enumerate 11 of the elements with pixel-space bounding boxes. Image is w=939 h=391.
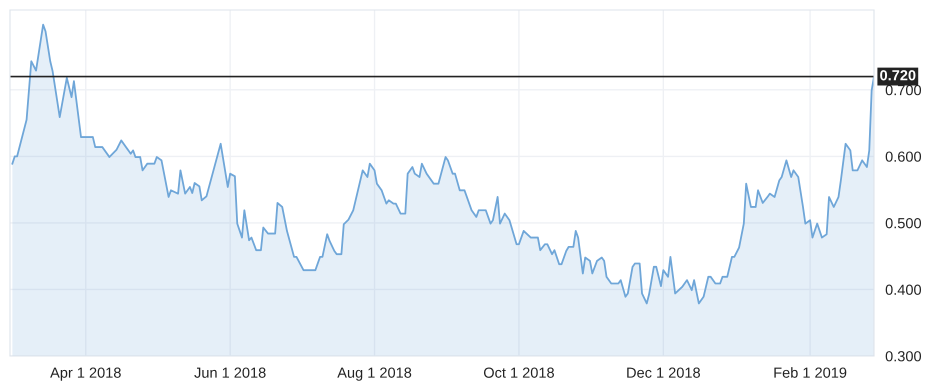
x-tick-label: Jun 1 2018 <box>194 367 266 378</box>
y-tick-label: 0.500 <box>886 218 922 228</box>
ref-line-label: 0.720 <box>880 70 916 80</box>
x-tick-label: Feb 1 2019 <box>774 367 846 378</box>
x-tick-label: Oct 1 2018 <box>484 367 554 378</box>
y-tick-label: 0.600 <box>886 151 922 162</box>
y-tick-label: 0.300 <box>886 351 922 362</box>
x-tick-label: Aug 1 2018 <box>337 367 412 381</box>
y-tick-label: 0.400 <box>886 284 922 295</box>
x-tick-label: Apr 1 2018 <box>50 367 121 381</box>
x-tick-label: Dec 1 2018 <box>627 367 700 378</box>
